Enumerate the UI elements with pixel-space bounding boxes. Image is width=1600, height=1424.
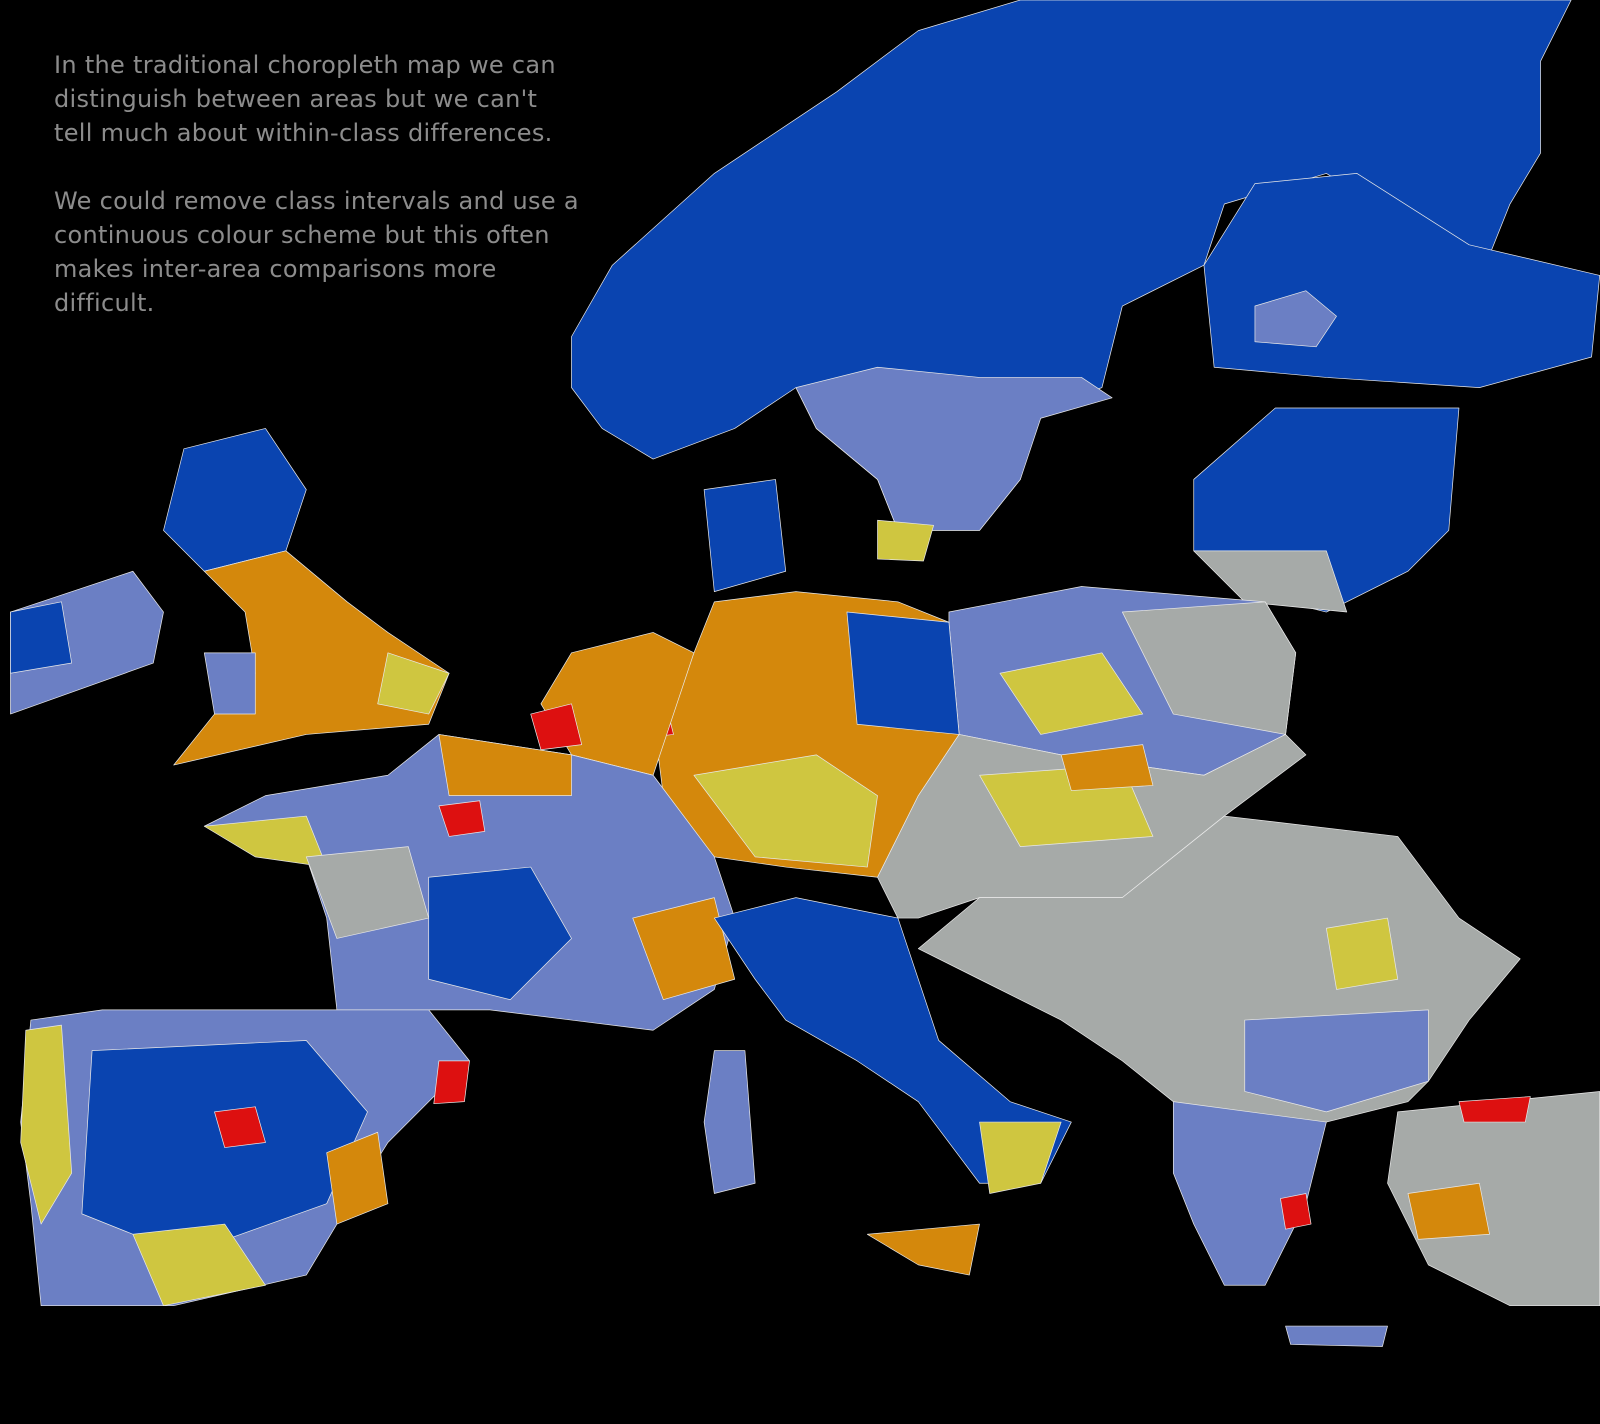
paragraph: In the traditional choropleth map we can… <box>54 48 579 150</box>
ireland-west <box>10 601 73 674</box>
annotation: In the traditional choropleth map we can… <box>54 48 579 354</box>
rhone <box>632 897 736 1001</box>
east-germany <box>846 611 960 735</box>
bulgaria <box>1244 1009 1429 1113</box>
madrid <box>214 1106 266 1148</box>
france-centre <box>428 866 572 1001</box>
text-line: We could remove class intervals and use … <box>54 187 579 215</box>
east-anglia <box>377 652 450 715</box>
andalucia <box>132 1223 266 1307</box>
lithuania <box>1193 550 1348 613</box>
text-line: continuous colour scheme but this often <box>54 221 550 249</box>
text-line: In the traditional choropleth map we can <box>54 51 556 79</box>
france-north <box>438 734 572 797</box>
germany-south <box>693 754 878 868</box>
text-line: distinguish between areas but we can't <box>54 85 538 113</box>
paris <box>438 800 486 837</box>
skane <box>877 519 934 562</box>
denmark <box>703 479 787 592</box>
text-line: tell much about within-class differences… <box>54 119 553 147</box>
poland-east <box>1121 601 1297 735</box>
krakow <box>1060 744 1154 791</box>
turkey-patch <box>1407 1182 1490 1240</box>
benelux-patch <box>530 703 583 751</box>
regions <box>10 0 1600 1347</box>
scotland <box>163 428 307 572</box>
poland-patch <box>999 652 1144 735</box>
south-sweden <box>795 366 1113 531</box>
romania-patch <box>1325 917 1399 990</box>
sardinia <box>703 1050 756 1194</box>
sicily <box>866 1223 980 1276</box>
istanbul <box>1458 1096 1531 1123</box>
france-west <box>305 846 430 939</box>
wales <box>203 652 256 715</box>
portugal <box>20 1024 73 1225</box>
crete <box>1285 1325 1388 1347</box>
athens <box>1280 1193 1312 1230</box>
greece <box>1172 1101 1327 1286</box>
finland-patch <box>1254 290 1337 348</box>
text-line: difficult. <box>54 289 155 317</box>
finland <box>1203 173 1600 388</box>
valencia <box>326 1131 389 1225</box>
catalonia <box>433 1060 470 1105</box>
paragraph: We could remove class intervals and use … <box>54 184 579 320</box>
italy <box>713 897 1072 1184</box>
text-line: makes inter-area comparisons more <box>54 255 497 283</box>
italy-south <box>979 1121 1062 1194</box>
